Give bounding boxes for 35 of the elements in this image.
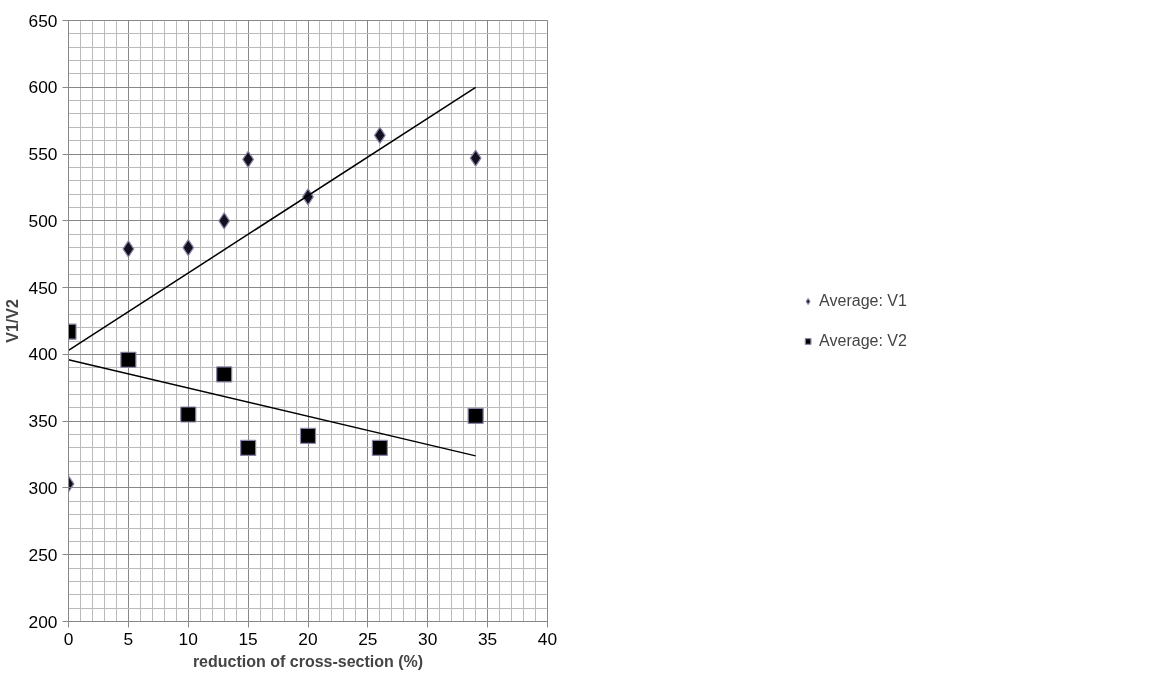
point — [240, 439, 257, 456]
point — [242, 150, 255, 168]
y-tick-label: 400 — [28, 344, 58, 365]
y-tick-label: 350 — [28, 411, 58, 432]
x-tick-label: 25 — [358, 628, 378, 649]
y-tick-label: 200 — [28, 611, 58, 632]
x-tick-label: 40 — [537, 628, 558, 649]
x-tick-label: 5 — [123, 628, 134, 649]
x-tick-label: 0 — [63, 628, 74, 649]
point — [373, 126, 386, 144]
point — [467, 407, 484, 424]
y-tick-label: 300 — [28, 477, 58, 498]
point — [218, 212, 231, 230]
point — [216, 366, 233, 383]
point — [122, 240, 135, 258]
y-tick-label: 650 — [28, 10, 58, 31]
x-axis-title: reduction of cross-section (%) — [192, 652, 424, 670]
y-tick-label: 600 — [28, 77, 58, 98]
point — [120, 351, 137, 368]
y-axis-title: V1/V2 — [3, 299, 21, 343]
x-tick-label: 10 — [178, 628, 198, 649]
point — [371, 439, 388, 456]
y-tick-label: 450 — [28, 277, 58, 298]
point — [299, 427, 317, 444]
legend-label: Average: V1 — [819, 291, 907, 310]
point — [180, 406, 197, 423]
x-tick-label: 35 — [477, 628, 498, 649]
y-tick-label: 550 — [28, 144, 58, 165]
x-tick-label: 15 — [238, 628, 258, 649]
legend-label: Average: V2 — [819, 331, 907, 350]
y-tick-label: 500 — [28, 210, 58, 231]
x-tick-label: 20 — [298, 628, 318, 649]
y-tick-label: 250 — [28, 544, 58, 565]
point — [469, 149, 482, 167]
x-tick-label: 30 — [418, 628, 438, 649]
